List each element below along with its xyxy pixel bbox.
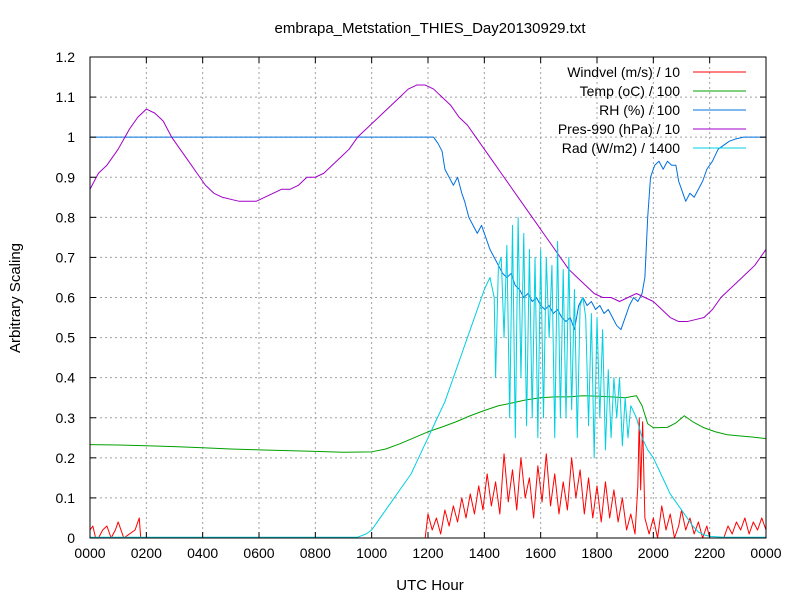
x-tick-label: 1800 — [581, 545, 612, 561]
y-tick-label: 0 — [67, 530, 75, 546]
series-lines — [89, 84, 767, 539]
y-axis-label: Arbitrary Scaling — [7, 243, 24, 353]
series-line-0 — [89, 417, 767, 539]
legend-label-4: Rad (W/m2) / 1400 — [562, 140, 680, 156]
y-tick-label: 0.4 — [56, 370, 76, 386]
series-line-2 — [90, 136, 766, 331]
x-axis-label: UTC Hour — [396, 577, 464, 594]
y-tick-label: 0.3 — [56, 410, 76, 426]
series-line-4 — [90, 216, 766, 538]
chart-title: embrapa_Metstation_THIES_Day20130929.txt — [274, 20, 586, 37]
x-tick-label: 1600 — [525, 545, 556, 561]
legend-label-2: RH (%) / 100 — [599, 102, 680, 118]
y-tick-label: 0.5 — [56, 330, 76, 346]
y-tick-label: 1.1 — [56, 89, 76, 105]
x-tick-label: 1000 — [356, 545, 387, 561]
y-tick-label: 0.9 — [56, 169, 76, 185]
x-tick-label: 2200 — [694, 545, 725, 561]
axes — [89, 56, 767, 539]
legend: Windvel (m/s) / 10 Temp (oC) / 100 RH (%) … — [558, 64, 746, 156]
legend-label-1: Temp (oC) / 100 — [580, 83, 681, 99]
y-tick-label: 0.1 — [56, 490, 76, 506]
x-tick-label: 0800 — [300, 545, 331, 561]
x-tick-label: 0600 — [243, 545, 274, 561]
x-tick-label: 0200 — [131, 545, 162, 561]
y-tick-label: 1.2 — [56, 49, 76, 65]
series-line-3 — [89, 84, 767, 323]
y-tick-label: 0.7 — [56, 249, 76, 265]
legend-label-3: Pres-990 (hPa) / 10 — [558, 121, 680, 137]
y-tick-label: 0.2 — [56, 450, 76, 466]
y-tick-label: 1 — [67, 129, 75, 145]
x-tick-label: 0400 — [187, 545, 218, 561]
y-tick-label: 0.8 — [56, 209, 76, 225]
x-tick-label: 0000 — [74, 545, 105, 561]
x-tick-label: 2000 — [638, 545, 669, 561]
x-tick-label: 1400 — [469, 545, 500, 561]
tick-labels: 0000 0200 0400 0600 0800 1000 1200 1400 1600 1800… — [56, 49, 782, 561]
x-tick-label: 1200 — [412, 545, 443, 561]
legend-label-0: Windvel (m/s) / 10 — [567, 64, 680, 80]
x-tick-label: 0000 — [750, 545, 781, 561]
y-tick-label: 0.6 — [56, 290, 76, 306]
